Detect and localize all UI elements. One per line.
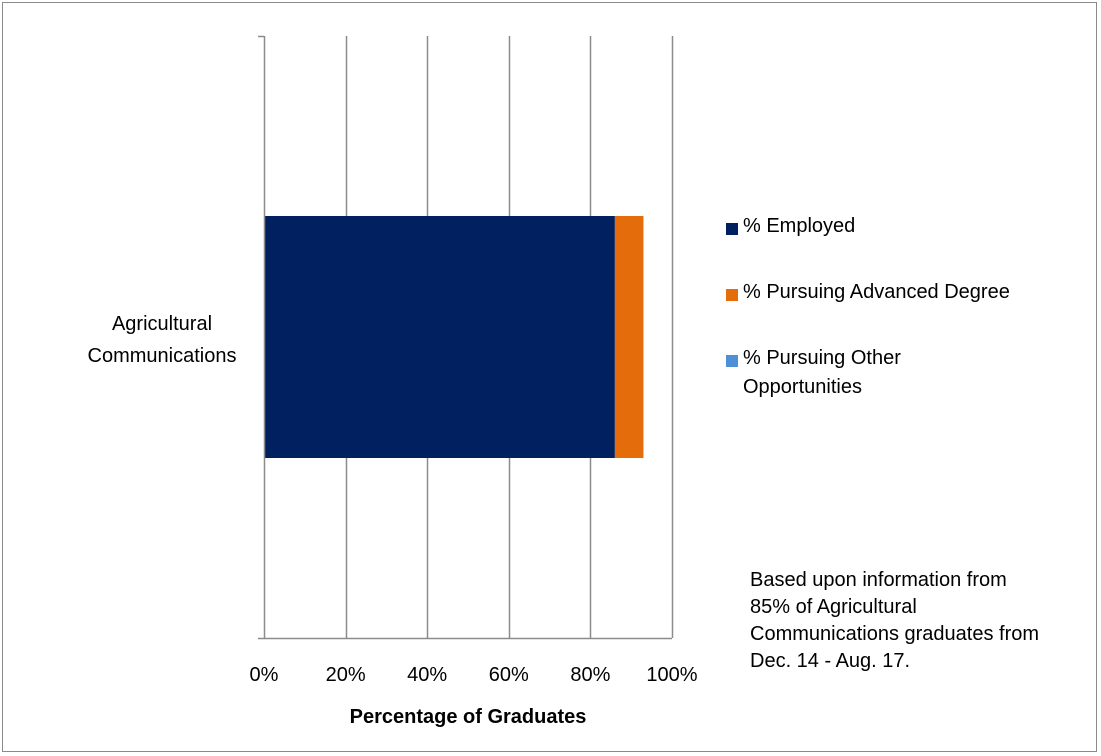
legend-label-advanced-degree: % Pursuing Advanced Degree (743, 281, 1010, 303)
legend: % Employed % Pursuing Advanced Degree % … (726, 212, 1086, 402)
legend-swatch-advanced-degree (726, 289, 738, 301)
legend-item-advanced-degree: % Pursuing Advanced Degree (726, 278, 1101, 307)
legend-item-employed: % Employed (726, 212, 933, 241)
category-label-line: Agricultural (112, 313, 212, 335)
legend-swatch-employed (726, 223, 738, 235)
x-tick-label: 100% (646, 664, 697, 686)
x-axis-title: Percentage of Graduates (350, 706, 587, 728)
bars (264, 216, 644, 458)
x-tick-label: 20% (326, 664, 366, 686)
category-label-line: Communications (88, 345, 237, 367)
bar-pursuing-advanced-degree (614, 216, 644, 458)
legend-item-other-opportunities: % Pursuing Other Opportunities (726, 344, 933, 402)
footnote: Based upon information from 85% of Agric… (750, 569, 1040, 672)
axes (258, 35, 672, 640)
axis-labels: 0% 20% 40% 60% 80% 100% Agricultural Communicat… (88, 313, 698, 728)
x-tick-label: 60% (489, 664, 529, 686)
x-tick-label: 80% (570, 664, 610, 686)
legend-swatch-other-opportunities (726, 355, 738, 367)
x-tick-label: 40% (407, 664, 447, 686)
category-label: Agricultural Communications (88, 313, 237, 367)
legend-label-other-opportunities: % Pursuing Other Opportunities (743, 347, 901, 398)
legend-label-employed: % Employed (743, 215, 856, 237)
x-tick-label: 0% (250, 664, 279, 686)
bar-employed (264, 216, 615, 458)
